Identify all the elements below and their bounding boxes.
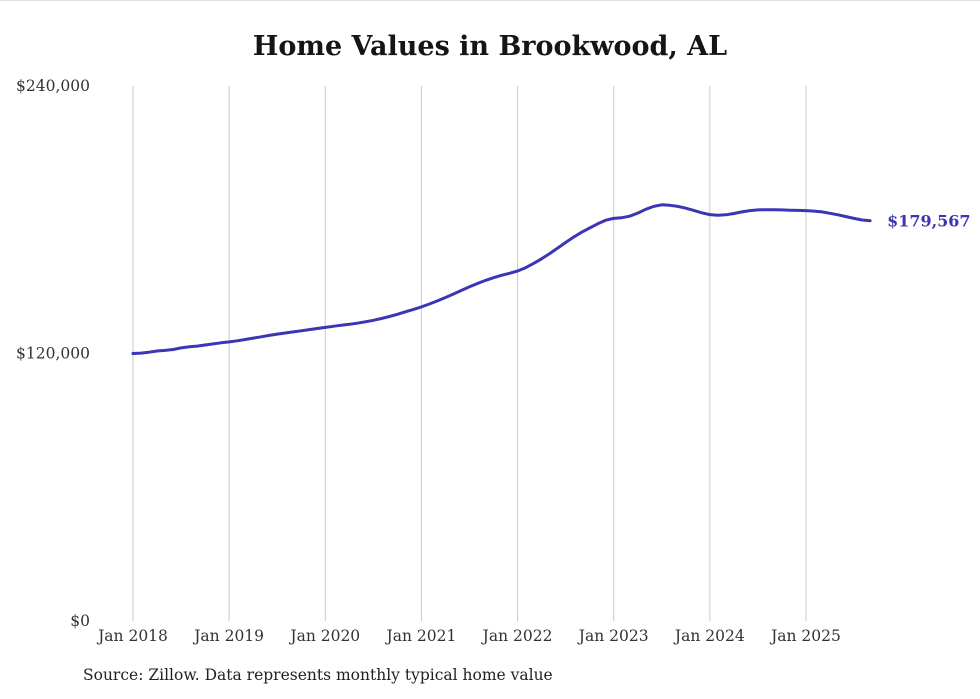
y-tick-label: $120,000 bbox=[16, 345, 90, 363]
value-line bbox=[131, 203, 872, 355]
x-tick-label: Jan 2019 bbox=[192, 627, 264, 645]
x-tick-label: Jan 2024 bbox=[673, 627, 745, 645]
y-tick-label: $0 bbox=[70, 612, 90, 630]
end-value-label: $179,567 bbox=[887, 212, 971, 231]
chart-title: Home Values in Brookwood, AL bbox=[252, 31, 728, 62]
x-tick-label: Jan 2018 bbox=[96, 627, 168, 645]
x-tick-label: Jan 2022 bbox=[481, 627, 553, 645]
source-note: Source: Zillow. Data represents monthly … bbox=[83, 666, 553, 684]
y-tick-label: $240,000 bbox=[16, 77, 90, 95]
x-tick-label: Jan 2025 bbox=[769, 627, 841, 645]
x-tick-label: Jan 2021 bbox=[385, 627, 457, 645]
x-tick-label: Jan 2020 bbox=[288, 627, 360, 645]
x-tick-label: Jan 2023 bbox=[577, 627, 649, 645]
